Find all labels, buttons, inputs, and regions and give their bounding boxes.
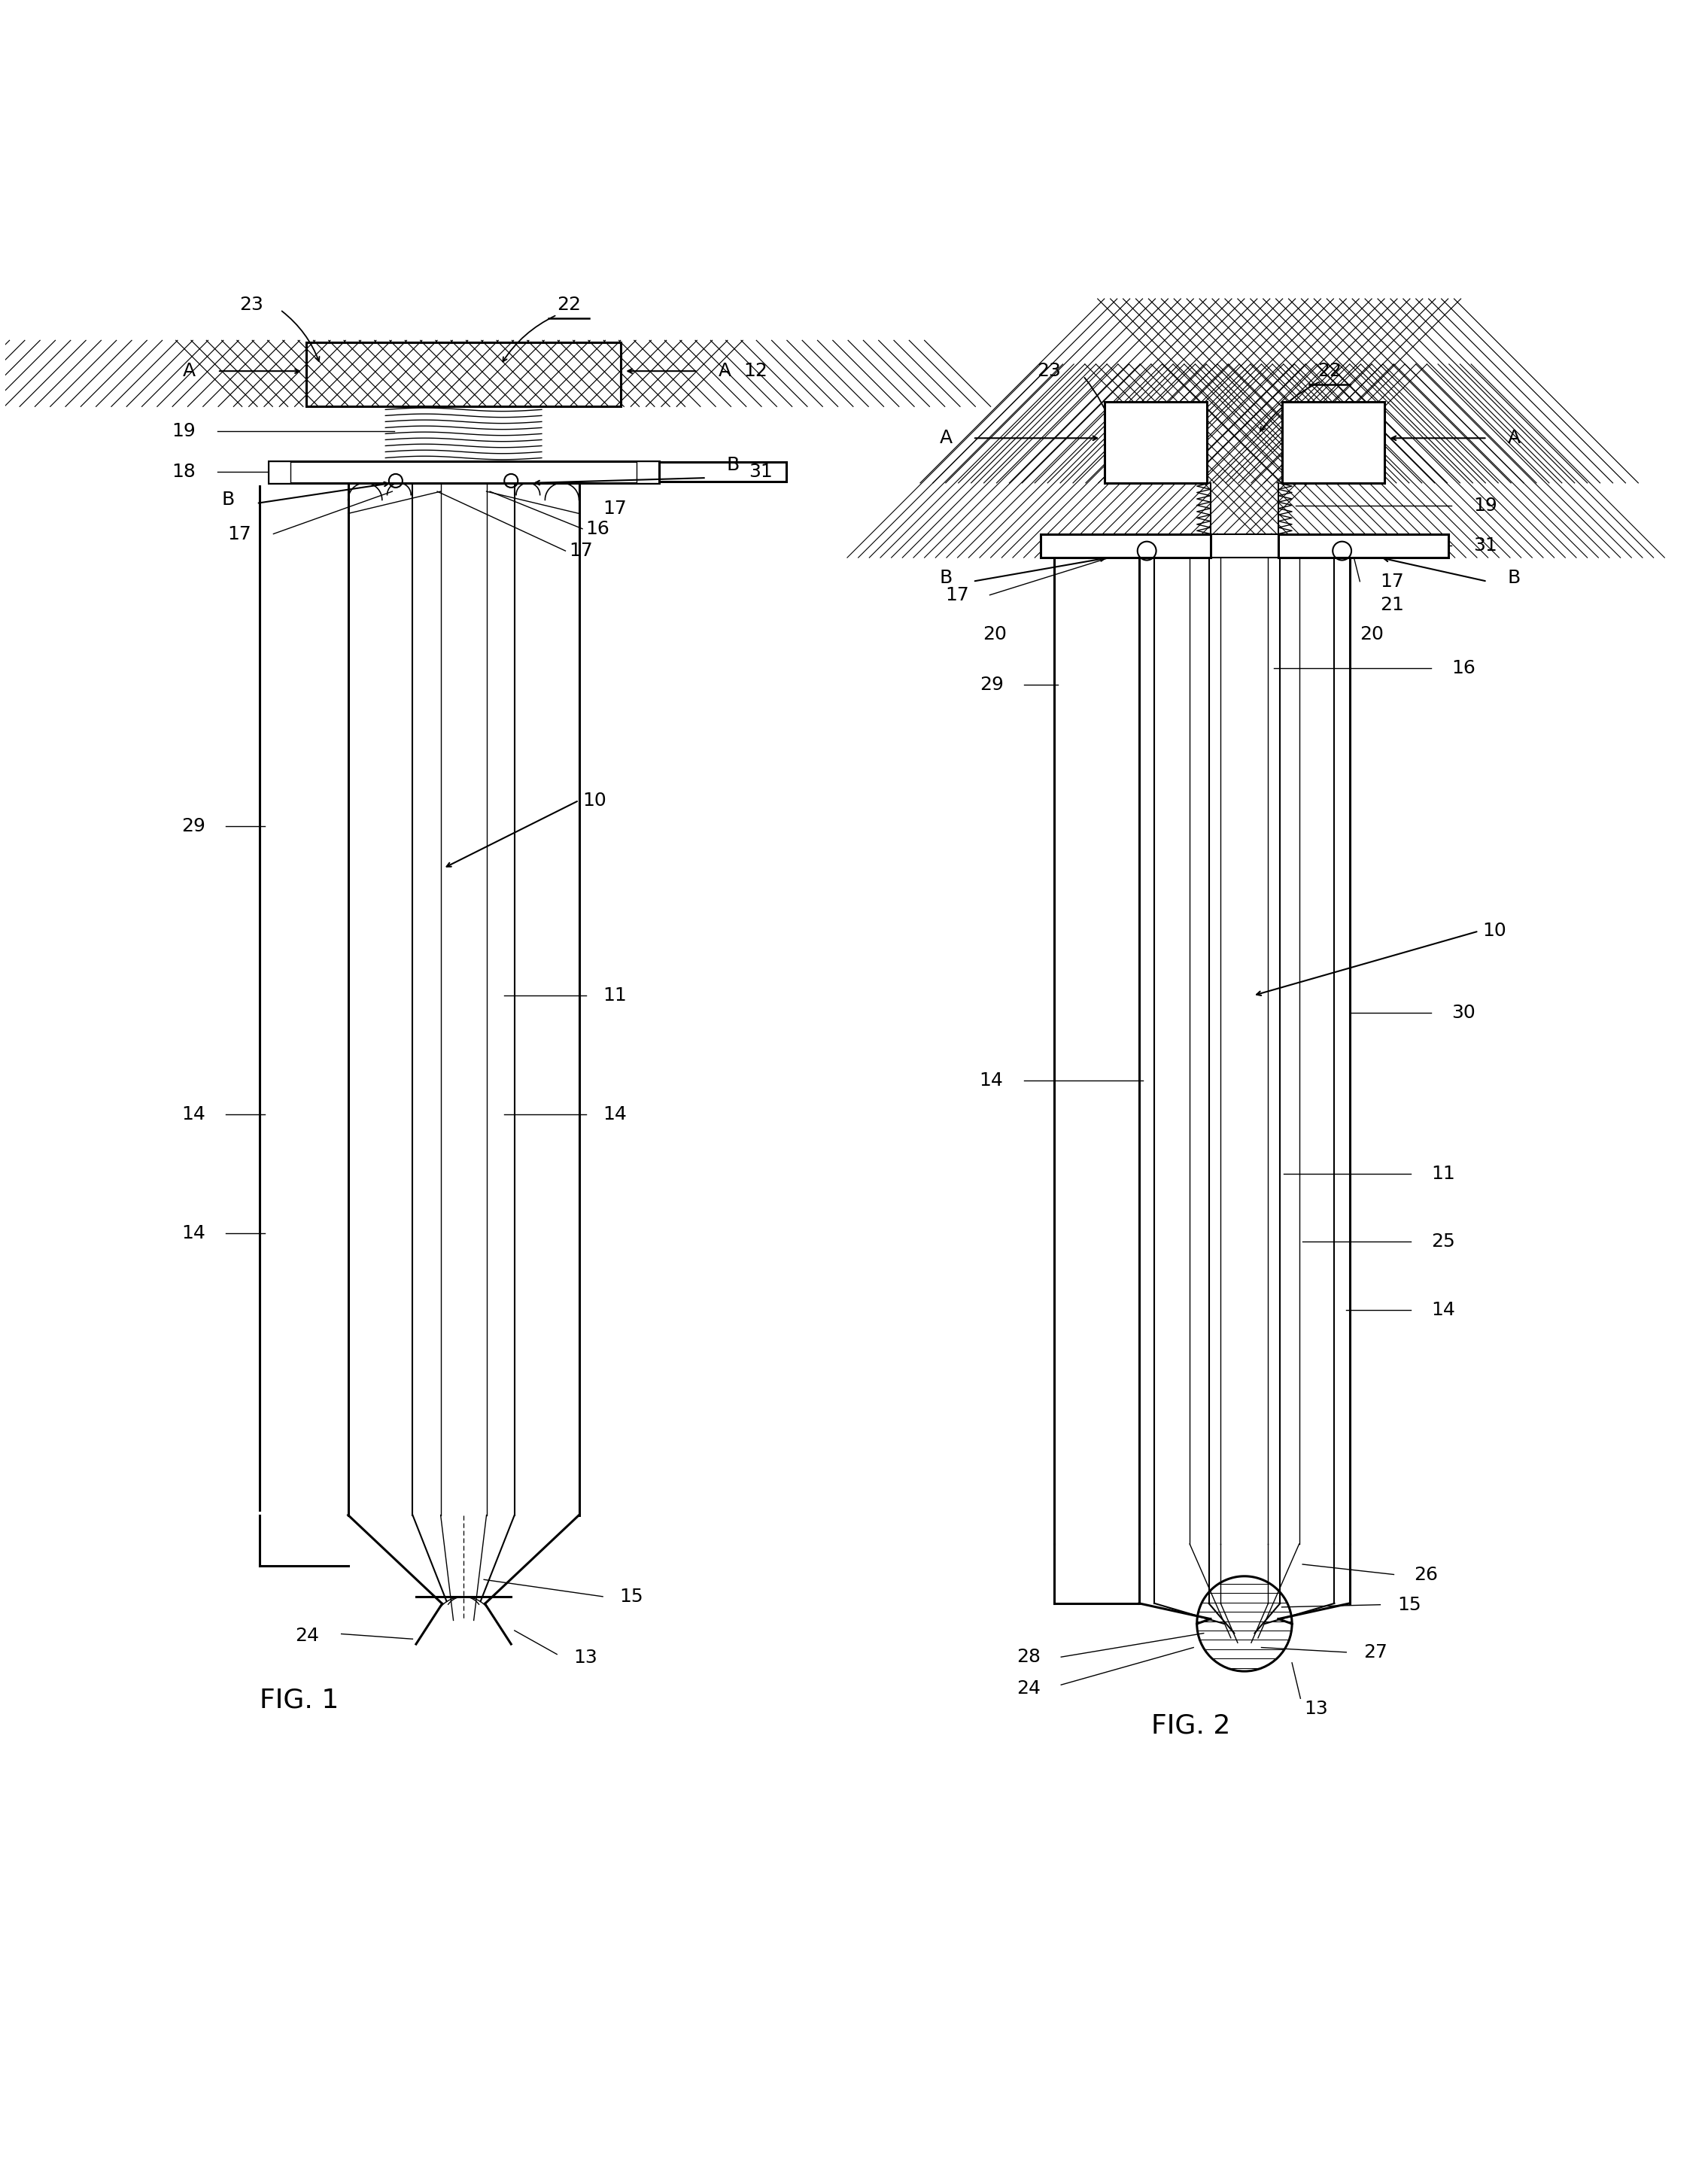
Text: 17: 17 — [603, 499, 627, 516]
Text: 19: 19 — [171, 421, 195, 441]
Text: 13: 13 — [1303, 1699, 1327, 1718]
Text: 24: 24 — [1016, 1679, 1040, 1696]
Text: 15: 15 — [1397, 1595, 1421, 1614]
Text: 14: 14 — [1431, 1301, 1455, 1318]
Text: 30: 30 — [1452, 1003, 1476, 1022]
Text: 11: 11 — [603, 988, 627, 1005]
Text: 17: 17 — [1380, 573, 1404, 590]
Text: B: B — [1508, 568, 1520, 588]
Bar — [268, 460, 659, 482]
Text: 17: 17 — [569, 542, 593, 560]
Text: 15: 15 — [620, 1588, 644, 1606]
Text: 17: 17 — [946, 586, 970, 605]
Text: 26: 26 — [1414, 1565, 1438, 1584]
Text: A: A — [1508, 430, 1520, 447]
Text: A: A — [939, 430, 953, 447]
Text: 28: 28 — [1016, 1649, 1040, 1666]
Text: 23: 23 — [239, 296, 263, 313]
Text: 18: 18 — [171, 462, 195, 482]
Text: 20: 20 — [1360, 625, 1383, 644]
Text: 14: 14 — [181, 1106, 205, 1124]
Text: 16: 16 — [1452, 659, 1476, 676]
Text: 25: 25 — [1431, 1232, 1455, 1251]
Text: 10: 10 — [582, 791, 606, 810]
Text: 20: 20 — [982, 625, 1006, 644]
Text: 22: 22 — [1317, 361, 1341, 380]
Text: 14: 14 — [979, 1072, 1003, 1089]
Text: 24: 24 — [295, 1627, 319, 1645]
Text: 16: 16 — [586, 521, 610, 538]
Text: 31: 31 — [1474, 536, 1498, 555]
Bar — [1040, 534, 1211, 558]
Text: 17: 17 — [227, 525, 251, 542]
Text: 29: 29 — [979, 676, 1003, 694]
Text: 13: 13 — [574, 1649, 598, 1666]
Text: 10: 10 — [1483, 923, 1506, 940]
Text: B: B — [939, 568, 953, 588]
Bar — [306, 341, 620, 406]
Text: 19: 19 — [1474, 497, 1498, 514]
Text: A: A — [717, 363, 731, 380]
Bar — [1278, 534, 1448, 558]
Bar — [659, 462, 786, 482]
Text: 27: 27 — [1363, 1642, 1387, 1662]
Bar — [1105, 402, 1208, 482]
Text: 21: 21 — [1380, 596, 1404, 614]
Text: 23: 23 — [1037, 361, 1061, 380]
Bar — [637, 460, 659, 482]
Text: B: B — [726, 456, 740, 473]
Text: 14: 14 — [181, 1225, 205, 1243]
Bar — [1211, 534, 1278, 558]
Text: 12: 12 — [743, 363, 767, 380]
Text: 31: 31 — [748, 462, 772, 482]
Text: B: B — [222, 491, 234, 510]
Text: 14: 14 — [603, 1106, 627, 1124]
Text: A: A — [183, 363, 195, 380]
Text: 29: 29 — [181, 817, 205, 834]
Text: FIG. 1: FIG. 1 — [260, 1688, 340, 1714]
Text: 22: 22 — [557, 296, 581, 313]
Bar — [268, 460, 290, 482]
Text: FIG. 2: FIG. 2 — [1151, 1714, 1230, 1737]
Text: 11: 11 — [1431, 1165, 1455, 1182]
Bar — [1281, 402, 1385, 482]
